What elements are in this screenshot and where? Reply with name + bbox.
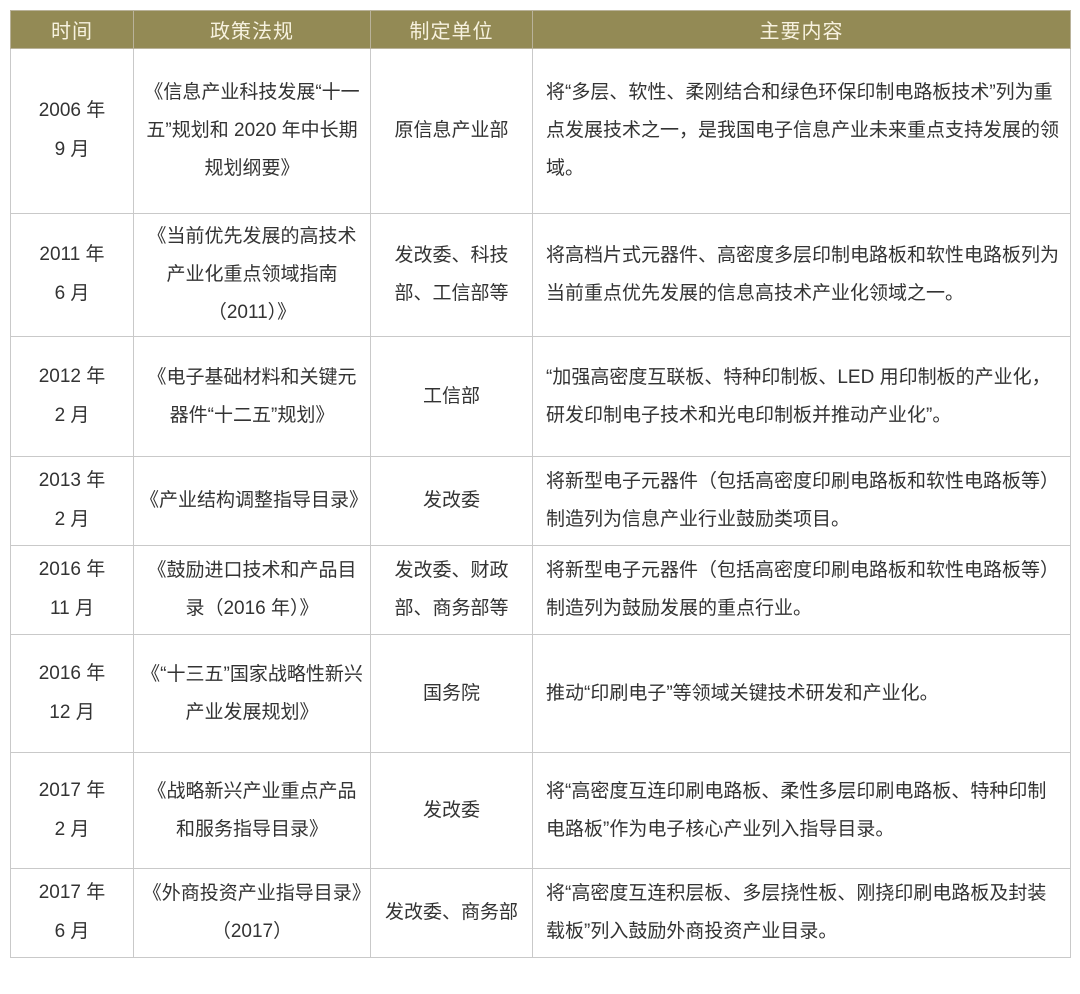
time-year: 2017 年: [38, 882, 106, 904]
col-header-content: 主要内容: [532, 10, 1071, 49]
cell-time: 2013 年 2 月: [10, 456, 134, 546]
cell-unit: 发改委: [370, 456, 533, 546]
cell-unit: 发改委、商务部: [370, 868, 533, 958]
time-year: 2017 年: [38, 779, 106, 801]
time-month: 2 月: [54, 818, 90, 840]
cell-content: 推动“印刷电子”等领域关键技术研发和产业化。: [532, 634, 1071, 753]
cell-time: 2017 年 6 月: [10, 868, 134, 958]
table-row: 2016 年 11 月 《鼓励进口技术和产品目录（2016 年）》 发改委、财政…: [10, 545, 1071, 635]
cell-policy: 《当前优先发展的高技术产业化重点领域指南（2011）》: [133, 213, 371, 337]
col-header-unit: 制定单位: [370, 10, 533, 49]
time-year: 2012 年: [38, 365, 106, 387]
time-month: 9 月: [54, 139, 90, 160]
time-month: 2 月: [54, 509, 90, 530]
cell-unit: 国务院: [370, 634, 533, 753]
table-row: 2017 年 6 月 《外商投资产业指导目录》（2017） 发改委、商务部 将“…: [10, 868, 1071, 958]
cell-time: 2011 年 6 月: [10, 213, 134, 337]
cell-policy: 《“十三五”国家战略性新兴产业发展规划》: [133, 634, 371, 753]
time-month: 2 月: [54, 404, 90, 426]
policy-regulation-table: 时间 政策法规 制定单位 主要内容 2006 年 9 月 《信息产业科技发展“十…: [10, 10, 1071, 958]
time-year: 2011 年: [39, 244, 105, 266]
cell-policy: 《信息产业科技发展“十一五”规划和 2020 年中长期规划纲要》: [133, 48, 371, 214]
time-month: 12 月: [49, 701, 95, 723]
table-row: 2011 年 6 月 《当前优先发展的高技术产业化重点领域指南（2011）》 发…: [10, 213, 1071, 337]
time-month: 6 月: [54, 921, 90, 942]
cell-time: 2006 年 9 月: [10, 48, 134, 214]
cell-unit: 发改委、财政部、商务部等: [370, 545, 533, 635]
cell-time: 2016 年 12 月: [10, 634, 134, 753]
cell-time: 2017 年 2 月: [10, 752, 134, 869]
table-row: 2013 年 2 月 《产业结构调整指导目录》 发改委 将新型电子元器件（包括高…: [10, 456, 1071, 546]
cell-unit: 原信息产业部: [370, 48, 533, 214]
cell-content: 将“高密度互连积层板、多层挠性板、刚挠印刷电路板及封装载板”列入鼓励外商投资产业…: [532, 868, 1071, 958]
col-header-policy: 政策法规: [133, 10, 371, 49]
time-month: 11 月: [49, 598, 94, 619]
table-row: 2016 年 12 月 《“十三五”国家战略性新兴产业发展规划》 国务院 推动“…: [10, 634, 1071, 753]
cell-policy: 《产业结构调整指导目录》: [133, 456, 371, 546]
cell-content: 将新型电子元器件（包括高密度印刷电路板和软性电路板等）制造列为鼓励发展的重点行业…: [532, 545, 1071, 635]
table-header-row: 时间 政策法规 制定单位 主要内容: [10, 10, 1071, 49]
cell-policy: 《电子基础材料和关键元器件“十二五”规划》: [133, 336, 371, 457]
cell-content: 将“多层、软性、柔刚结合和绿色环保印制电路板技术”列为重点发展技术之一，是我国电…: [532, 48, 1071, 214]
col-header-time: 时间: [10, 10, 134, 49]
cell-content: 将新型电子元器件（包括高密度印刷电路板和软性电路板等）制造列为信息产业行业鼓励类…: [532, 456, 1071, 546]
cell-content: 将高档片式元器件、高密度多层印制电路板和软性电路板列为当前重点优先发展的信息高技…: [532, 213, 1071, 337]
table-row: 2017 年 2 月 《战略新兴产业重点产品和服务指导目录》 发改委 将“高密度…: [10, 752, 1071, 869]
cell-unit: 工信部: [370, 336, 533, 457]
cell-unit: 发改委、科技部、工信部等: [370, 213, 533, 337]
time-year: 2006 年: [38, 100, 106, 122]
table-row: 2012 年 2 月 《电子基础材料和关键元器件“十二五”规划》 工信部 “加强…: [10, 336, 1071, 457]
time-year: 2016 年: [38, 559, 106, 581]
time-year: 2013 年: [38, 470, 106, 492]
cell-time: 2016 年 11 月: [10, 545, 134, 635]
cell-unit: 发改委: [370, 752, 533, 869]
cell-content: “加强高密度互联板、特种印制板、LED 用印制板的产业化，研发印制电子技术和光电…: [532, 336, 1071, 457]
cell-policy: 《战略新兴产业重点产品和服务指导目录》: [133, 752, 371, 869]
page: 时间 政策法规 制定单位 主要内容 2006 年 9 月 《信息产业科技发展“十…: [10, 10, 1071, 958]
table-row: 2006 年 9 月 《信息产业科技发展“十一五”规划和 2020 年中长期规划…: [10, 48, 1071, 214]
time-month: 6 月: [54, 283, 90, 304]
cell-policy: 《鼓励进口技术和产品目录（2016 年）》: [133, 545, 371, 635]
cell-policy: 《外商投资产业指导目录》（2017）: [133, 868, 371, 958]
cell-content: 将“高密度互连印刷电路板、柔性多层印刷电路板、特种印制电路板”作为电子核心产业列…: [532, 752, 1071, 869]
cell-time: 2012 年 2 月: [10, 336, 134, 457]
time-year: 2016 年: [38, 662, 106, 684]
